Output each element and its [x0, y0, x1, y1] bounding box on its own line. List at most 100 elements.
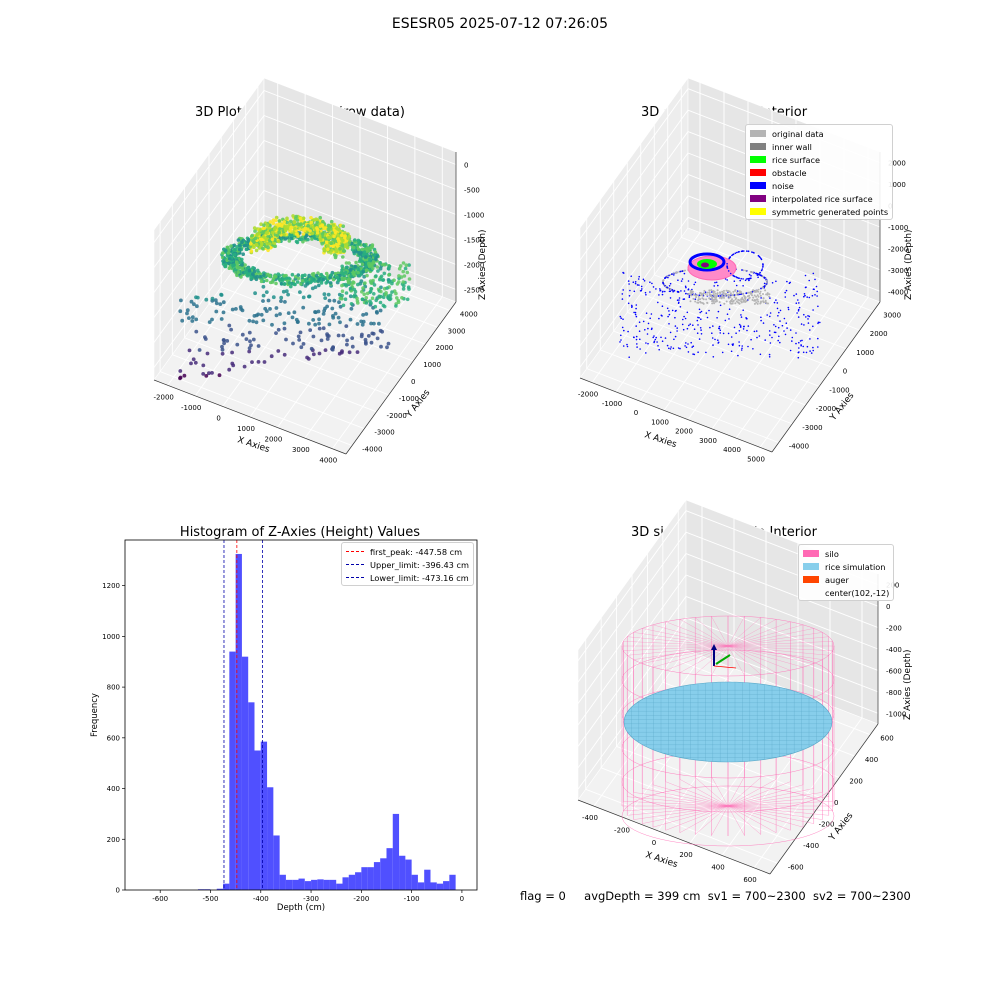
legend-label: rice surface [772, 154, 821, 165]
histogram-bar [248, 702, 255, 890]
y-tick-label: 0 [116, 887, 120, 895]
histogram-bar [443, 881, 450, 890]
y-tick-label: 4000 [460, 310, 478, 318]
legend-label: silo [825, 548, 839, 559]
histogram-bar [430, 882, 437, 890]
y-tick-label: -1000 [399, 395, 419, 403]
x-tick-label: 2000 [675, 428, 693, 436]
panel2-legend: original data inner wall rice surface obsta… [745, 124, 894, 220]
x-tick-label: 3000 [699, 437, 717, 445]
x-tick-label: 0 [652, 839, 656, 847]
histogram-bar [417, 882, 425, 890]
x-tick-label: 4000 [723, 446, 741, 454]
z-tick-label: 0 [886, 603, 890, 611]
legend-swatch [803, 589, 819, 596]
legend-swatch [750, 156, 766, 163]
x-tick-label: 400 [711, 864, 724, 872]
legend-entry: rice simulation [803, 560, 889, 573]
legend-label: Upper_limit: -396.43 cm [370, 559, 469, 570]
histogram-bar [380, 858, 387, 890]
histogram-bar [436, 883, 444, 890]
y-tick-label: 600 [107, 734, 120, 742]
y-tick-label: 3000 [883, 311, 901, 319]
legend-entry: auger [803, 573, 889, 586]
legend-swatch [803, 576, 819, 583]
legend-entry: center(102,-12) [803, 586, 889, 599]
z-tick-label: 1000 [888, 181, 906, 189]
histogram-bar [298, 878, 305, 890]
histogram-bar [260, 741, 268, 890]
y-tick-label: 3000 [448, 327, 466, 335]
figure-title: ESESR05 2025-07-12 07:26:05 [391, 16, 609, 32]
x-tick-label: 5000 [747, 455, 765, 463]
histogram-bar [311, 879, 318, 890]
x-tick-label: -2000 [154, 393, 174, 401]
legend-label: auger [825, 574, 849, 585]
z-tick-label: -2500 [464, 287, 484, 295]
histogram-ylabel: Frequency [90, 693, 100, 737]
legend-label: noise [772, 180, 794, 191]
z-tick-label: -400 [886, 646, 902, 654]
panel2-xlabel: X Axies [643, 430, 678, 450]
z-tick-label: -1000 [886, 710, 906, 718]
z-tick-label: -800 [886, 689, 902, 697]
x-tick-label: 4000 [319, 457, 337, 465]
legend-label: symmetric generated points [772, 206, 889, 217]
z-tick-label: -1000 [888, 224, 908, 232]
legend-line-swatch [346, 577, 364, 578]
x-tick-label: 3000 [292, 446, 310, 454]
status-footer: flag = 0 avgDepth = 399 cm sv1 = 700~230… [520, 889, 911, 903]
legend-label: center(102,-12) [825, 587, 890, 598]
y-tick-label: 0 [411, 378, 415, 386]
y-tick-label: 800 [107, 684, 120, 692]
histogram-bar [235, 553, 242, 890]
z-tick-label: -1500 [464, 237, 484, 245]
histogram-bar [285, 879, 293, 890]
legend-swatch [750, 182, 766, 189]
x-tick-label: -600 [152, 895, 168, 903]
y-tick-label: 2000 [870, 330, 888, 338]
x-tick-label: -300 [303, 895, 319, 903]
histogram-xlabel: Depth (cm) [277, 903, 325, 913]
histogram-axes: -600 -500 -400 -300 -200 -100 0 0 200 400 600 800 10… [102, 539, 478, 903]
histogram-bar [386, 848, 393, 890]
histogram-bar [229, 651, 236, 890]
histogram-bar [323, 879, 330, 890]
x-tick-label: -2000 [578, 391, 598, 399]
x-tick-label: -400 [582, 814, 598, 822]
legend-line-swatch [346, 551, 364, 552]
legend-label: rice simulation [825, 561, 886, 572]
legend-swatch [803, 550, 819, 557]
legend-entry: inner wall [750, 140, 888, 153]
histogram-bar [399, 855, 406, 890]
y-tick-label: -2000 [387, 412, 407, 420]
x-tick-label: 1000 [237, 425, 255, 433]
x-tick-label: 600 [743, 876, 756, 884]
rice-surface [623, 681, 833, 763]
histogram-frame [124, 539, 478, 891]
y-tick-label: 200 [107, 836, 120, 844]
legend-entry: silo [803, 547, 889, 560]
y-tick-label: 200 [849, 778, 862, 786]
legend-line-swatch [346, 564, 364, 565]
x-tick-label: 1000 [651, 418, 669, 426]
legend-swatch [750, 143, 766, 150]
y-tick-label: -400 [803, 842, 819, 850]
x-tick-label: -200 [614, 827, 630, 835]
histogram-bar [254, 750, 261, 890]
legend-label: Lower_limit: -473.16 cm [370, 572, 469, 583]
y-tick-label: -200 [819, 820, 835, 828]
sv1-text: sv1 = 700~2300 [707, 889, 806, 903]
legend-swatch [750, 208, 766, 215]
histogram-bar [336, 883, 343, 890]
histogram-bar [317, 879, 324, 890]
panel1-ylabel: Y Axies [404, 388, 433, 421]
histogram-bar [304, 881, 312, 890]
x-tick-label: -400 [253, 895, 269, 903]
legend-entry: Upper_limit: -396.43 cm [346, 558, 469, 571]
legend-swatch [750, 130, 766, 137]
panel1-zlabel: Z Axies (Depth) [478, 229, 488, 300]
sv2-text: sv2 = 700~2300 [812, 889, 911, 903]
histogram-bars [197, 553, 456, 890]
histogram-bar [361, 867, 368, 890]
